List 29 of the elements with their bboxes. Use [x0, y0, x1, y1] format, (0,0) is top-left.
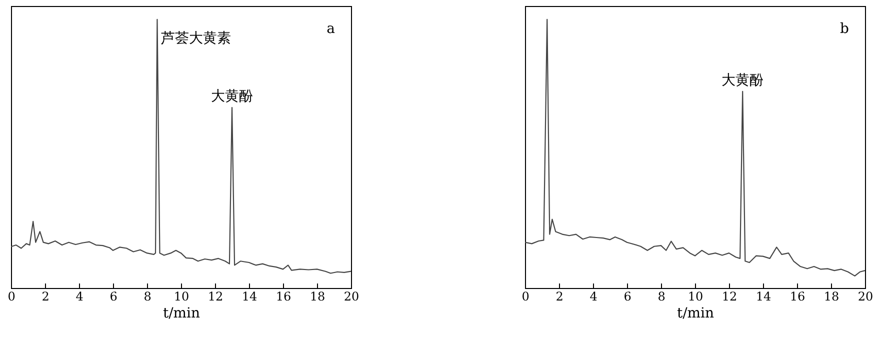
annotation: 大黄酚	[211, 88, 253, 105]
x-tick-label: 0	[522, 290, 530, 304]
x-tick-label: 2	[556, 290, 564, 304]
x-tick-label: 8	[144, 290, 152, 304]
x-tick-label: 12	[722, 290, 738, 304]
x-tick-label: 18	[824, 290, 840, 304]
annotation: 芦荟大黄素	[161, 30, 232, 46]
x-tick-label: 16	[790, 290, 806, 304]
annotation: 大黄酚	[722, 72, 764, 88]
annotation: b	[840, 21, 850, 37]
x-axis-title: t/min	[676, 306, 714, 322]
x-tick-label: 20	[858, 290, 874, 304]
x-tick-label: 4	[590, 290, 598, 304]
x-tick-label: 6	[110, 290, 118, 304]
annotation: a	[326, 21, 335, 37]
x-tick-label: 10	[174, 290, 190, 304]
x-tick-label: 8	[658, 290, 666, 304]
x-tick-label: 16	[276, 290, 292, 304]
x-tick-label: 4	[76, 290, 84, 304]
x-tick-label: 14	[242, 290, 258, 304]
x-tick-label: 10	[688, 290, 704, 304]
x-tick-label: 12	[208, 290, 224, 304]
x-tick-label: 6	[624, 290, 632, 304]
x-axis-title: t/min	[162, 306, 200, 322]
x-tick-label: 20	[344, 290, 360, 304]
x-tick-label: 0	[8, 290, 16, 304]
x-tick-label: 18	[310, 290, 326, 304]
x-tick-label: 14	[756, 290, 772, 304]
x-tick-label: 2	[42, 290, 50, 304]
